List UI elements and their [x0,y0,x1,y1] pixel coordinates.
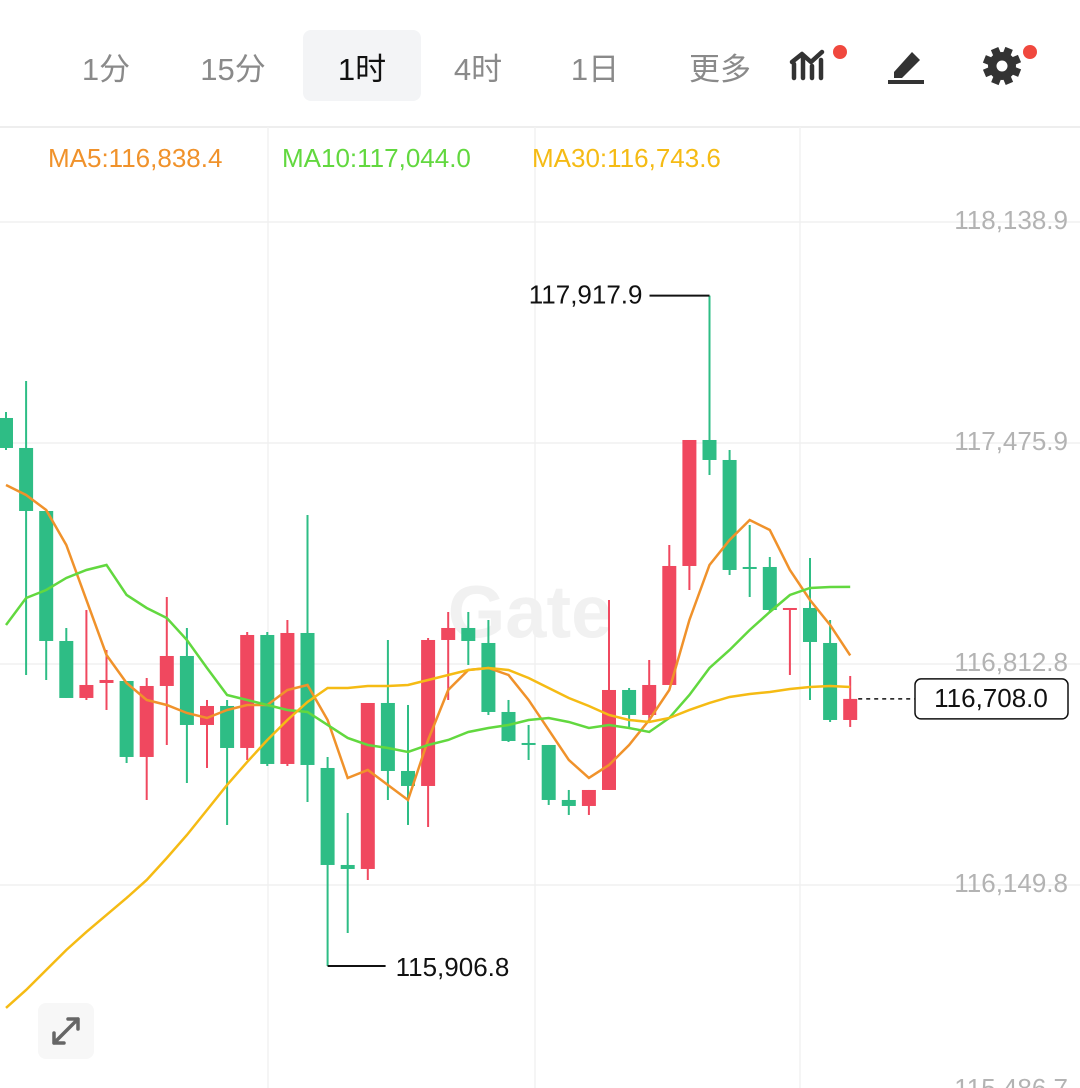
candle-body [320,767,335,865]
candle-body [340,864,355,869]
candle-body [300,632,315,765]
candle-body [0,417,13,448]
y-tick-label: 117,475.9 [954,426,1068,456]
candle-body [581,789,596,806]
tab[interactable]: 1日 [571,52,619,87]
candle-body [541,744,556,800]
tab-selected-bg [303,30,421,101]
candle-body [139,685,154,757]
candle-body [159,655,174,686]
candle-body [99,679,114,683]
indicator-icon[interactable] [789,45,847,81]
candle-body [642,684,657,715]
candle-body [401,770,415,786]
candle-body [702,439,717,460]
tab[interactable]: 更多 [689,52,751,87]
settings-icon[interactable] [977,41,1037,91]
candle-body [803,607,817,642]
candle-body [441,627,456,640]
min-label: 115,906.8 [396,952,510,982]
legend-entry: MA10:117,044.0 [282,143,471,173]
candle-body [380,702,395,771]
last-price-box [914,678,1069,720]
candle-body [602,689,616,790]
tab[interactable]: 1时 [338,52,386,87]
last-price-label: 116,708.0 [934,683,1048,713]
legend-entry: MA5:116,838.4 [48,143,222,173]
candle-body [19,447,34,511]
candle-body [782,607,797,610]
tab[interactable]: 4时 [454,52,502,87]
y-tick-label: 116,149.8 [954,868,1068,898]
candle-body [722,459,737,570]
candle-body [461,627,476,641]
candle-body [200,705,214,725]
candle-body [119,680,134,757]
watermark: Gate [448,571,613,654]
candle-body [421,639,436,786]
tab[interactable]: 15分 [200,52,265,87]
candle-body [79,684,94,698]
candle-body [843,698,858,720]
candle-body [682,439,697,566]
ma-line [5,666,851,1009]
candle-body [501,711,516,741]
candle-body [280,632,295,764]
candle-body [823,642,838,720]
ma-line [5,483,852,803]
candle-body [360,702,375,869]
tab[interactable]: 1分 [82,52,130,87]
candle-body [220,705,235,748]
candle-body [521,742,536,745]
draw-icon[interactable] [888,52,924,84]
max-label: 117,917.9 [529,280,643,310]
y-tick-label: 118,138.9 [954,205,1068,235]
expand-button[interactable] [38,1003,94,1059]
candle-body [762,566,777,610]
candle-body [260,634,275,764]
candle-body [179,655,194,725]
candle-body [59,640,74,698]
candle-body [39,510,54,641]
candle-body [240,634,255,748]
candle-body [622,689,637,715]
candle-body [481,642,496,712]
legend-entry: MA30:116,743.6 [532,143,721,173]
candle-body [662,565,677,685]
candle-body [742,566,757,569]
y-tick-label: 116,812.8 [954,647,1068,677]
candle-body [561,799,576,806]
ma-line [4,563,851,754]
y-tick-label: 115,486.7 [954,1073,1068,1088]
